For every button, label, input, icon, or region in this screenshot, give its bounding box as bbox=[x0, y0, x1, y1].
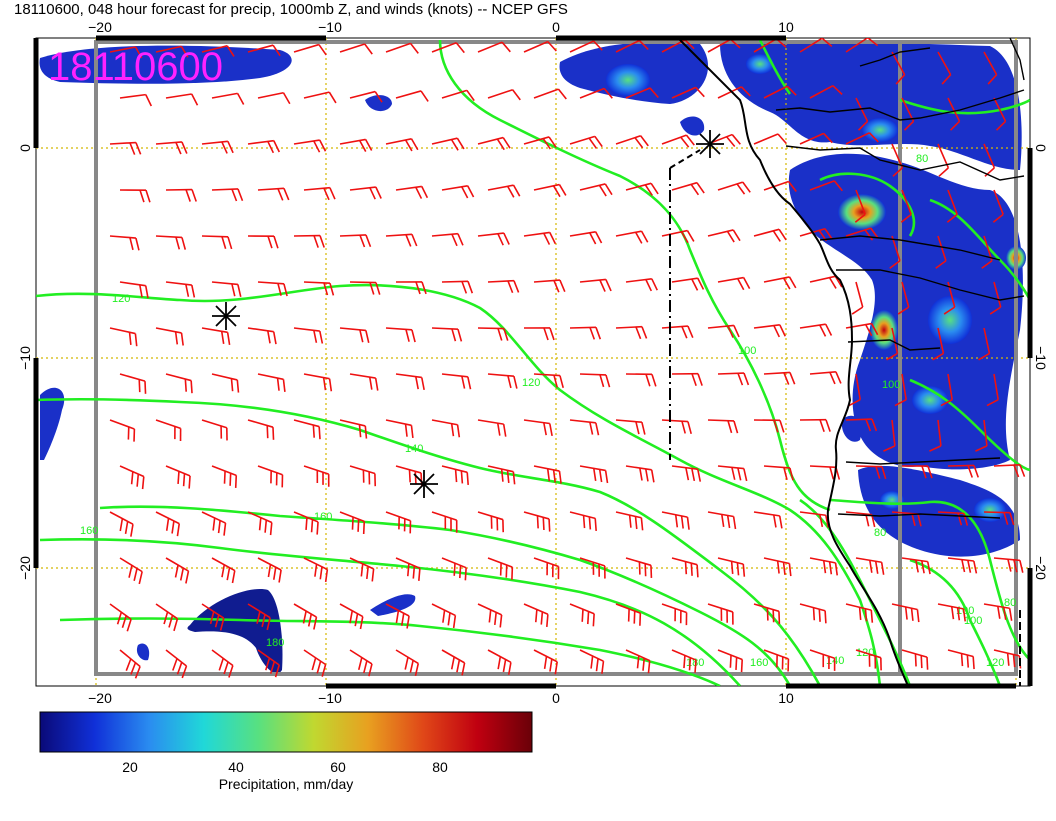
star-marker bbox=[212, 302, 240, 330]
colorbar-tick-label: 40 bbox=[228, 759, 244, 775]
lon-tick-label: −20 bbox=[88, 690, 112, 706]
lat-tick-label: −20 bbox=[17, 556, 33, 580]
wind-barb bbox=[892, 696, 916, 718]
top-lon-labels: −20 −10 0 10 bbox=[88, 19, 794, 35]
colorbar-tick-label: 80 bbox=[432, 759, 448, 775]
lon-tick-label: 10 bbox=[778, 690, 794, 706]
wind-barb bbox=[938, 696, 963, 717]
contour-label: 140 bbox=[405, 443, 423, 455]
wind-barb bbox=[846, 696, 870, 718]
contour-label: 100 bbox=[738, 345, 756, 357]
lon-tick-label: −10 bbox=[318, 690, 342, 706]
precip-core bbox=[838, 194, 886, 230]
lat-tick-label: −10 bbox=[17, 346, 33, 370]
right-lat-labels: 0 −10 −20 bbox=[1033, 144, 1049, 580]
lat-tick-label: −10 bbox=[1033, 346, 1049, 370]
wind-barb bbox=[616, 696, 639, 721]
colorbar-tick-label: 60 bbox=[330, 759, 346, 775]
contour-label: 100 bbox=[882, 379, 900, 391]
wind-barb bbox=[708, 696, 731, 720]
contour-label: 100 bbox=[964, 615, 982, 627]
wind-barb bbox=[662, 696, 685, 720]
contour-label: 120 bbox=[986, 657, 1004, 669]
contour-label: 160 bbox=[750, 657, 768, 669]
lat-tick-label: 0 bbox=[17, 144, 33, 152]
wind-barb bbox=[754, 696, 778, 719]
date-stamp: 18110600 bbox=[48, 45, 223, 89]
colorbar-tick-label: 20 bbox=[122, 759, 138, 775]
lon-tick-label: 0 bbox=[552, 690, 560, 706]
star-marker bbox=[410, 470, 438, 498]
contour-label: 80 bbox=[916, 153, 928, 165]
contour-label: 160 bbox=[80, 525, 98, 537]
wind-barb bbox=[800, 696, 824, 719]
wind-barb bbox=[984, 696, 1009, 716]
lat-tick-label: −20 bbox=[1033, 556, 1049, 580]
star-marker bbox=[696, 130, 724, 158]
left-lat-labels: 0 −10 −20 bbox=[17, 144, 33, 580]
contour-label: 80 bbox=[874, 527, 886, 539]
figure-title: 18110600, 048 hour forecast for precip, … bbox=[14, 1, 568, 18]
colorbar-label: Precipitation, mm/day bbox=[219, 776, 354, 792]
wind-barb bbox=[570, 696, 593, 721]
contour-label: 120 bbox=[112, 293, 130, 305]
lon-tick-label: −20 bbox=[88, 19, 112, 35]
precip-core bbox=[928, 296, 972, 344]
colorbar bbox=[40, 712, 532, 752]
contour-label: 120 bbox=[522, 377, 540, 389]
contour-label: 180 bbox=[266, 637, 284, 649]
lon-tick-label: −10 bbox=[318, 19, 342, 35]
precip-core bbox=[974, 498, 1006, 522]
colorbar-ticks: 20 40 60 80 bbox=[122, 759, 448, 775]
bottom-lon-labels: −20 −10 0 10 bbox=[88, 690, 794, 706]
lat-tick-label: 0 bbox=[1033, 144, 1049, 152]
lon-tick-label: 10 bbox=[778, 19, 794, 35]
lon-tick-label: 0 bbox=[552, 19, 560, 35]
